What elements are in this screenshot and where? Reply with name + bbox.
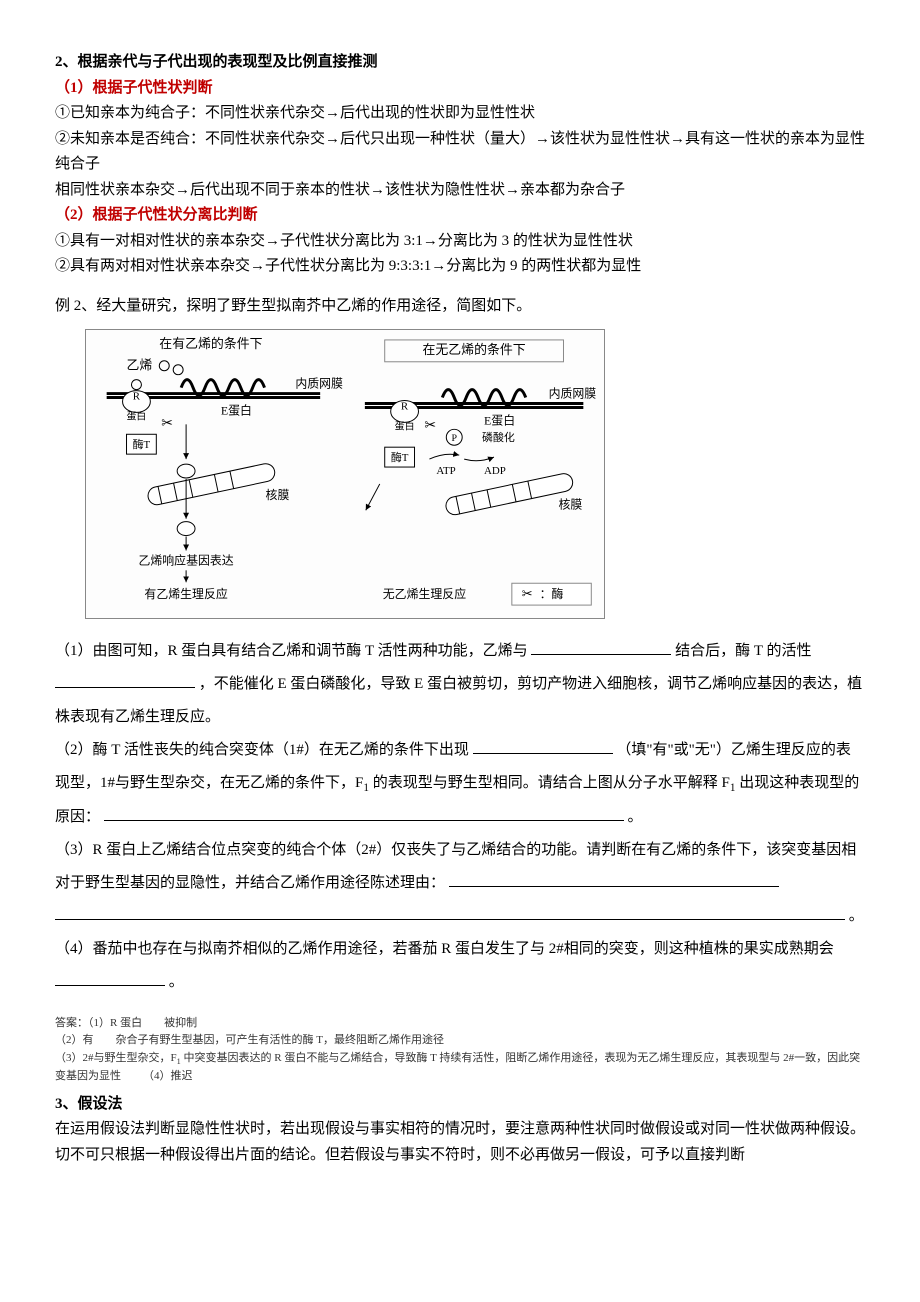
sec2-sub2-l1: ①具有一对相对性状的亲本杂交→子代性状分离比为 3:1→分离比为 3 的性状为显… xyxy=(55,229,865,255)
q2-sub2: 1 xyxy=(730,782,736,794)
diag-atp: ATP xyxy=(436,465,455,477)
sec2-sub1-title: （1）根据子代性状判断 xyxy=(55,76,865,102)
sec3-title: 3、假设法 xyxy=(55,1092,865,1118)
diag-adp: ADP xyxy=(484,465,506,477)
diag-phys-no: 无乙烯生理反应 xyxy=(383,587,466,601)
sec2-title: 2、根据亲代与子代出现的表现型及比例直接推测 xyxy=(55,50,865,76)
q2-blank1 xyxy=(473,738,613,755)
diag-r-right: R xyxy=(401,400,409,412)
q4-a: （4）番茄中也存在与拟南芥相似的乙烯作用途径，若番茄 R 蛋白发生了与 2#相同… xyxy=(55,941,834,957)
scissors-icon-left: ✂ xyxy=(161,416,173,431)
q3-blank1 xyxy=(449,870,779,887)
q2-sub1: 1 xyxy=(363,782,369,794)
sec2-sub2-title: （2）根据子代性状分离比判断 xyxy=(55,203,865,229)
ethylene-diagram: 在有乙烯的条件下 乙烯 内质网膜 R 蛋白 E蛋白 ✂ 酶T 核膜 乙烯响应基因… xyxy=(85,329,605,619)
diag-e-left: E蛋白 xyxy=(221,403,252,417)
q1-b: 结合后，酶 T 的活性 xyxy=(675,643,811,659)
q2-a: （2）酶 T 活性丧失的纯合突变体（1#）在无乙烯的条件下出现 xyxy=(55,742,469,758)
scissors-icon-legend: ✂ xyxy=(522,586,533,601)
ans-2: （2）有 杂合子有野生型基因，可产生有活性的酶 T，最终阻断乙烯作用途径 xyxy=(55,1032,865,1050)
diag-left-title: 在有乙烯的条件下 xyxy=(159,336,262,351)
q4-period: 。 xyxy=(169,974,184,990)
diagram-svg: 在有乙烯的条件下 乙烯 内质网膜 R 蛋白 E蛋白 ✂ 酶T 核膜 乙烯响应基因… xyxy=(86,330,604,618)
diag-r-left: R xyxy=(133,391,141,403)
q1-blank1 xyxy=(531,639,671,656)
diag-enzymeT-right: 酶T xyxy=(391,451,409,464)
example-lead: 例 2、经大量研究，探明了野生型拟南芥中乙烯的作用途径，简图如下。 xyxy=(55,294,865,320)
q2-c: 的表现型与野生型相同。请结合上图从分子水平解释 F xyxy=(373,775,730,791)
sec3-body: 在运用假设法判断显隐性性状时，若出现假设与事实相符的情况时，要注意两种性状同时做… xyxy=(55,1117,865,1168)
diag-protein-right: 蛋白 xyxy=(395,419,415,432)
q4-blank xyxy=(55,969,165,986)
diag-er-right: 内质网膜 xyxy=(549,387,597,401)
q3-blank2 xyxy=(55,903,845,920)
sec2-sub1-l2: ②未知亲本是否纯合：不同性状亲代杂交→后代只出现一种性状（量大）→该性状为显性性… xyxy=(55,127,865,178)
answer-block: 答案：（1）R 蛋白 被抑制 （2）有 杂合子有野生型基因，可产生有活性的酶 T… xyxy=(55,1015,865,1086)
diag-nucleus-left: 核膜 xyxy=(266,488,290,502)
q1-a: （1）由图可知，R 蛋白具有结合乙烯和调节酶 T 活性两种功能，乙烯与 xyxy=(55,643,528,659)
diag-e-right: E蛋白 xyxy=(484,413,515,427)
diag-protein-left: 蛋白 xyxy=(127,409,147,422)
diag-er-left: 内质网膜 xyxy=(295,377,343,391)
question-block: （1）由图可知，R 蛋白具有结合乙烯和调节酶 T 活性两种功能，乙烯与 结合后，… xyxy=(55,635,865,999)
diag-phos: 磷酸化 xyxy=(482,430,515,444)
sec2-sub1-l1: ①已知亲本为纯合子：不同性状亲代杂交→后代出现的性状即为显性性状 xyxy=(55,101,865,127)
q3-period: 。 xyxy=(849,908,864,924)
sec2-sub2-l2: ②具有两对相对性状亲本杂交→子代性状分离比为 9:3:3:1→分离比为 9 的两… xyxy=(55,254,865,280)
ans-1: 答案：（1）R 蛋白 被抑制 xyxy=(55,1015,865,1033)
diag-expr: 乙烯响应基因表达 xyxy=(138,553,233,567)
diag-p: P xyxy=(451,433,457,444)
sec2-sub1-l3: 相同性状亲本杂交→后代出现不同于亲本的性状→该性状为隐性性状→亲本都为杂合子 xyxy=(55,178,865,204)
diag-ethylene-label: 乙烯 xyxy=(127,358,153,373)
diag-nucleus-right: 核膜 xyxy=(559,498,583,512)
diag-phys-yes: 有乙烯生理反应 xyxy=(144,587,227,601)
diag-right-title: 在无乙烯的条件下 xyxy=(422,342,525,357)
diag-enzymeT-left: 酶T xyxy=(133,438,151,451)
scissors-icon-right: ✂ xyxy=(424,418,436,433)
ans-3a: （3）2#与野生型杂交，F xyxy=(55,1052,177,1064)
diag-legend: ：酶 xyxy=(540,587,564,601)
q2-blank2 xyxy=(104,804,624,821)
q1-blank2 xyxy=(55,672,195,689)
q2-period: 。 xyxy=(628,809,643,825)
